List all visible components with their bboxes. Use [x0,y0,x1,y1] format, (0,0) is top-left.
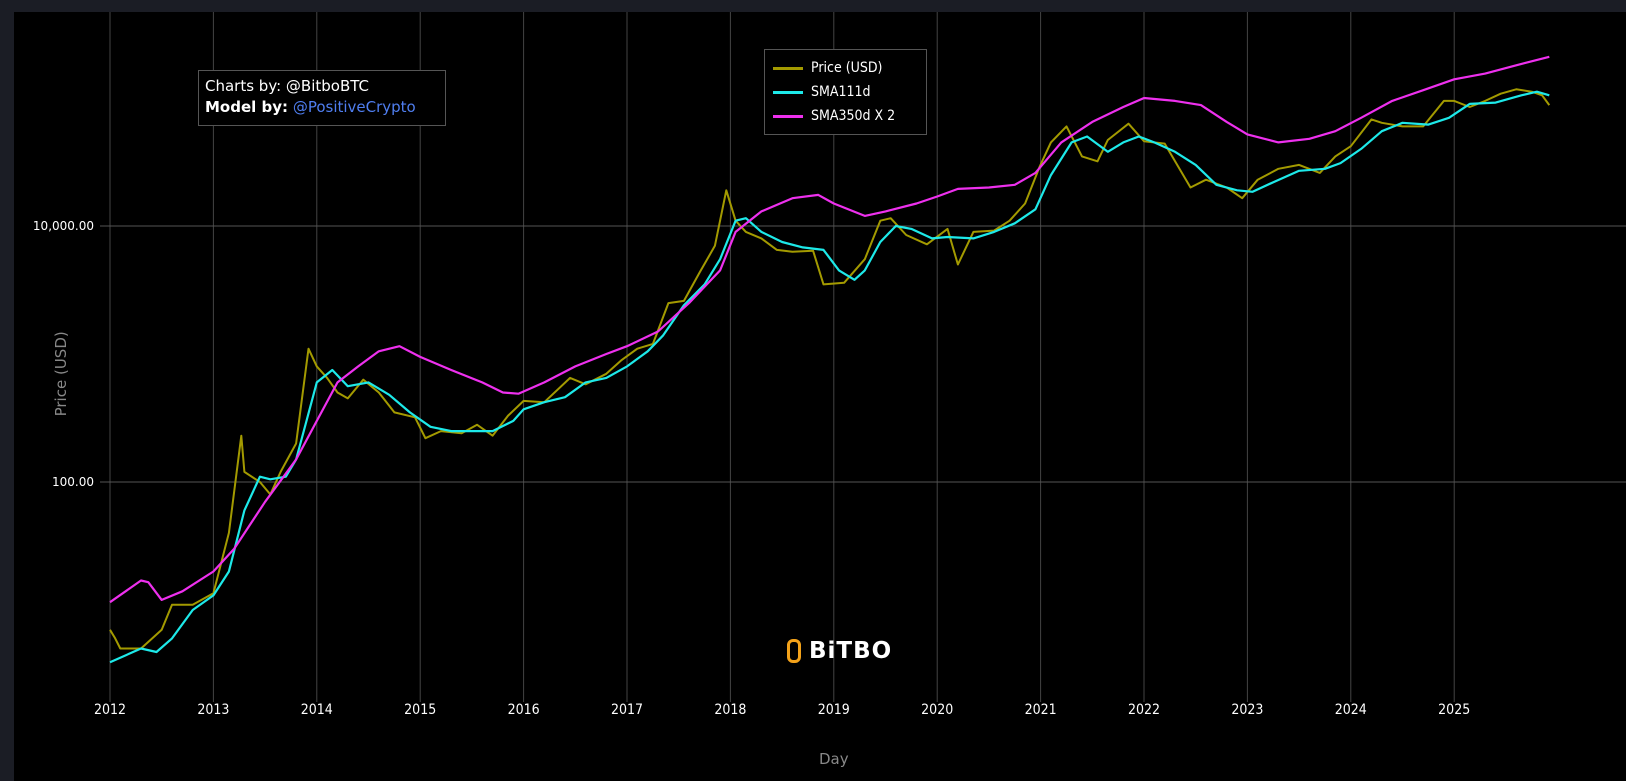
legend-item-price[interactable]: Price (USD) [773,56,918,80]
x-tick-label: 2016 [508,702,540,718]
y-tick-label: 10,000.00 [33,219,94,233]
chart-area: 2012 2013 2014 2015 2016 2017 2018 2019 2020 2021… [14,12,1626,781]
model-by-link[interactable]: @PositiveCrypto [292,98,416,116]
x-axis-label: Day [819,750,849,768]
bitbo-watermark: BiTBO [787,638,892,664]
x-tick-label: 2025 [1438,702,1470,718]
legend-swatch-sma111 [773,90,803,94]
legend-swatch-price [773,66,803,70]
x-tick-label: 2017 [611,702,643,718]
legend-label: SMA350d X 2 [811,108,896,124]
x-tick-label: 2022 [1128,702,1160,718]
y-tick-label: 100.00 [52,475,94,489]
legend-item-sma350x2[interactable]: SMA350d X 2 [773,104,918,128]
legend: Price (USD) SMA111d SMA350d X 2 [764,49,927,135]
x-tick-label: 2024 [1335,702,1367,718]
legend-label: SMA111d [811,84,871,100]
legend-item-sma111[interactable]: SMA111d [773,80,918,104]
sma350x2-line [109,55,1550,604]
price-line [109,88,1551,650]
x-tick-label: 2020 [921,702,953,718]
x-tick-label: 2019 [818,702,850,718]
bitbo-logo-icon [787,639,801,663]
y-axis-label: Price (USD) [52,331,70,416]
chart-svg: 2012 2013 2014 2015 2016 2017 2018 2019 2020 2021… [33,12,1626,768]
x-tick-label: 2015 [404,702,436,718]
x-tick-label: 2012 [94,702,126,718]
model-by-label: Model by: [205,98,289,116]
sma111-line [109,90,1550,664]
watermark-text: BiTBO [809,638,893,664]
charts-by-label: Charts by: @BitboBTC [205,77,370,95]
legend-label: Price (USD) [811,60,883,76]
credit-annotation: Charts by: @BitboBTC Model by: @Positive… [198,70,446,126]
x-tick-label: 2013 [197,702,229,718]
x-tick-label: 2014 [301,702,333,718]
x-tick-label: 2018 [714,702,746,718]
x-tick-label: 2023 [1231,702,1263,718]
legend-swatch-sma350x2 [773,114,803,118]
x-tick-label: 2021 [1025,702,1057,718]
